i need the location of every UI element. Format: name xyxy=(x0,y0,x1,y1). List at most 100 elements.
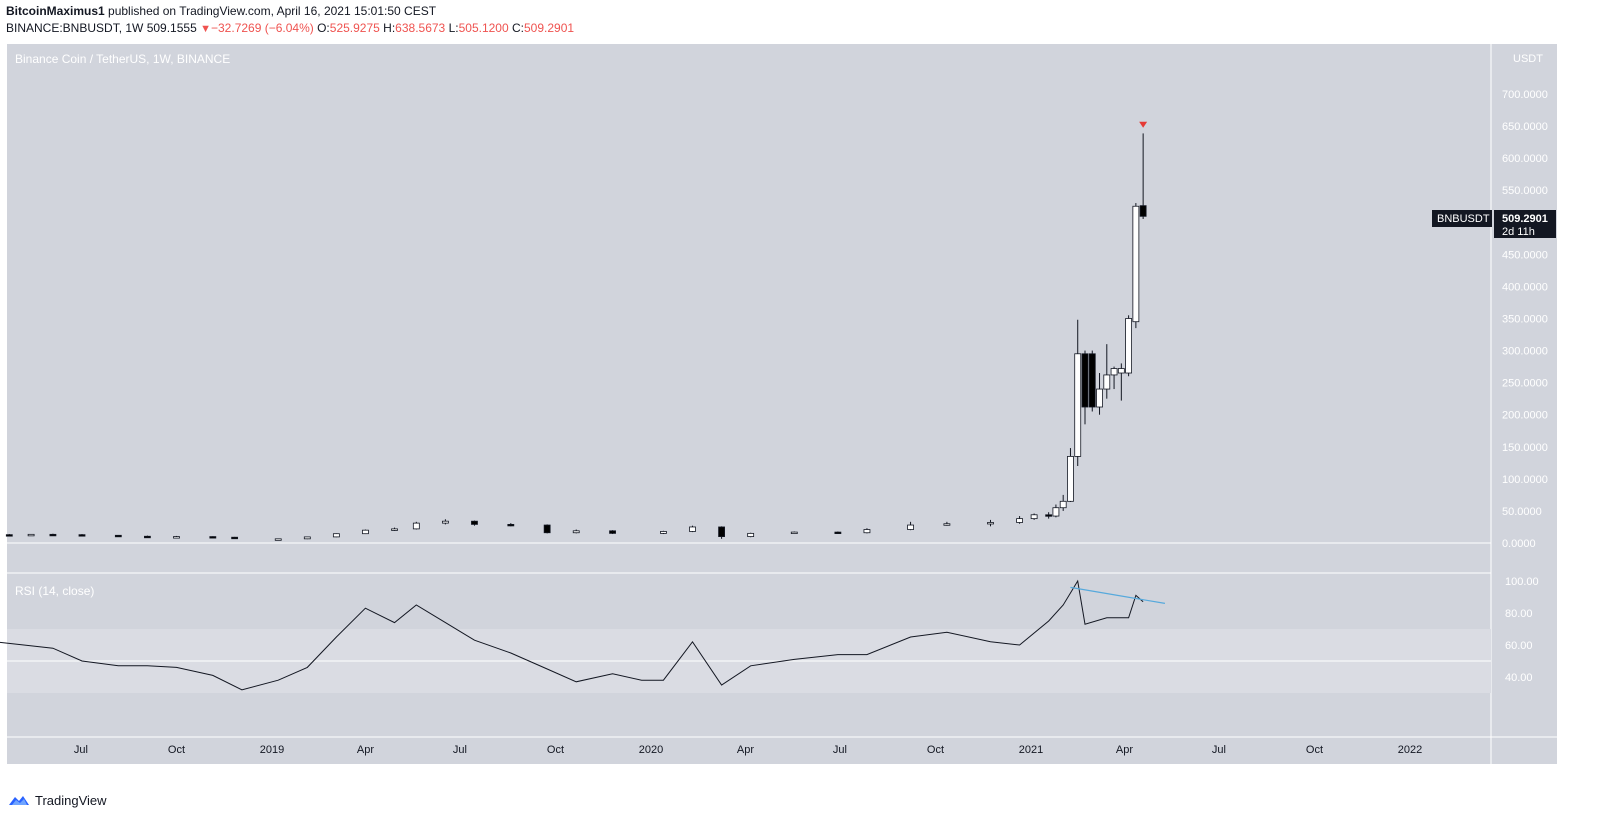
price-tick: 250.0000 xyxy=(1502,378,1548,390)
time-tick: Jul xyxy=(1212,744,1226,756)
candle-body xyxy=(863,529,871,534)
price-change: −32.7269 (−6.04%) xyxy=(211,21,314,35)
price-tick: 300.0000 xyxy=(1502,346,1548,358)
time-tick: 2019 xyxy=(260,744,284,756)
time-tick: Jul xyxy=(453,744,467,756)
candle-body xyxy=(1045,514,1053,517)
candle-body xyxy=(78,534,86,537)
rsi-tick: 80.00 xyxy=(1505,608,1533,620)
candle-body xyxy=(1030,514,1038,520)
candle-body xyxy=(572,530,580,534)
published-text: published on TradingView.com, April 16, … xyxy=(104,4,437,18)
candle-body xyxy=(718,526,725,537)
price-tick: 200.0000 xyxy=(1502,410,1548,422)
candle-body xyxy=(173,536,180,539)
rsi-tick: 40.00 xyxy=(1505,672,1533,684)
candle-body xyxy=(209,536,217,539)
sell-marker-icon xyxy=(1139,121,1148,128)
candle-body xyxy=(790,531,798,534)
candle-body xyxy=(114,534,122,538)
time-tick: Apr xyxy=(357,744,374,756)
candle-body xyxy=(1081,353,1089,408)
candle-body xyxy=(332,533,340,538)
rsi-title: RSI (14, close) xyxy=(15,584,94,598)
candle-body xyxy=(274,538,282,541)
price-tick: 650.0000 xyxy=(1502,121,1548,133)
footer[interactable]: TradingView xyxy=(8,790,107,810)
time-tick: Oct xyxy=(927,744,944,756)
rsi-axis[interactable]: 100.00 80.00 60.00 40.00 xyxy=(1505,576,1539,684)
rsi-line xyxy=(0,579,1144,691)
chart-title: Binance Coin / TetherUS, 1W, BINANCE xyxy=(15,52,230,66)
current-price: 509.1555 xyxy=(146,21,197,35)
candle-body xyxy=(362,529,369,535)
time-tick: Apr xyxy=(737,744,754,756)
low-value: 505.1200 xyxy=(458,21,509,35)
footer-brand: TradingView xyxy=(35,792,107,808)
candle-body xyxy=(689,526,696,532)
candle-body xyxy=(1110,368,1118,376)
price-tag-value: 509.2901 xyxy=(1502,213,1548,225)
candle-body xyxy=(231,536,239,540)
candle-body xyxy=(907,524,914,530)
time-tick: 2020 xyxy=(639,744,663,756)
candle-body xyxy=(412,522,420,530)
close-label: C: xyxy=(512,21,524,35)
high-label: H: xyxy=(383,21,396,35)
price-tick: 50.0000 xyxy=(1502,506,1542,518)
tradingview-logo-icon xyxy=(9,796,29,805)
close-value: 509.2901 xyxy=(524,21,575,35)
candle-body xyxy=(1067,456,1074,502)
time-tick: Jul xyxy=(74,744,88,756)
currency-label: USDT xyxy=(1513,53,1543,65)
time-tick: 2022 xyxy=(1398,744,1422,756)
time-tick: Oct xyxy=(1306,744,1323,756)
price-axis[interactable]: 700.0000650.0000600.0000550.0000500.0000… xyxy=(1502,89,1548,550)
candle-body xyxy=(1117,368,1125,374)
candle-body xyxy=(1125,318,1133,374)
candle-body xyxy=(943,523,951,526)
candle-body xyxy=(834,531,842,534)
candle-body xyxy=(1059,500,1067,509)
time-axis[interactable]: Jul Oct 2019 Apr Jul Oct 2020 Apr Jul Oct 2021 Apr J… xyxy=(74,744,1422,756)
candle-body xyxy=(1074,353,1082,457)
author-name[interactable]: BitcoinMaximus1 xyxy=(6,4,105,18)
symbol-header: BINANCE:BNBUSDT, 1W 509.1555 ▼−32.7269 (… xyxy=(6,21,574,35)
price-tag-symbol: BNBUSDT xyxy=(1437,213,1490,225)
candle-body xyxy=(27,533,35,537)
candle-body xyxy=(1052,507,1060,517)
publish-header: BitcoinMaximus1 published on TradingView… xyxy=(6,4,436,18)
candle-body xyxy=(391,528,398,531)
candle-body xyxy=(1088,353,1096,408)
rsi-trendline[interactable] xyxy=(1070,586,1166,604)
candle-body xyxy=(1016,518,1023,523)
price-tick: 600.0000 xyxy=(1502,153,1548,165)
price-tick: 700.0000 xyxy=(1502,89,1548,101)
price-tick: 100.0000 xyxy=(1502,474,1548,486)
rsi-tick: 60.00 xyxy=(1505,640,1533,652)
candle-body xyxy=(1132,205,1140,323)
time-tick: Jul xyxy=(833,744,847,756)
low-label: L: xyxy=(448,21,459,35)
symbol-line: BINANCE:BNBUSDT, 1W xyxy=(6,21,144,35)
price-tick: 0.0000 xyxy=(1502,538,1536,550)
candle-body xyxy=(987,522,994,525)
time-tick: Apr xyxy=(1116,744,1133,756)
candle-body xyxy=(660,531,667,534)
time-tick: 2021 xyxy=(1019,744,1043,756)
candle-body xyxy=(747,532,755,537)
open-label: O: xyxy=(317,21,330,35)
price-tick: 450.0000 xyxy=(1502,249,1548,261)
candle-body xyxy=(5,534,13,537)
candle-body xyxy=(1096,388,1103,408)
price-tick: 400.0000 xyxy=(1502,281,1548,293)
candle-body xyxy=(1139,205,1147,217)
open-value: 525.9275 xyxy=(329,21,380,35)
time-tick: Oct xyxy=(168,744,185,756)
candle-body xyxy=(471,520,478,525)
candle-body xyxy=(507,523,515,527)
price-tick: 150.0000 xyxy=(1502,442,1548,454)
candle-body xyxy=(609,530,616,534)
candle-body xyxy=(441,520,449,524)
